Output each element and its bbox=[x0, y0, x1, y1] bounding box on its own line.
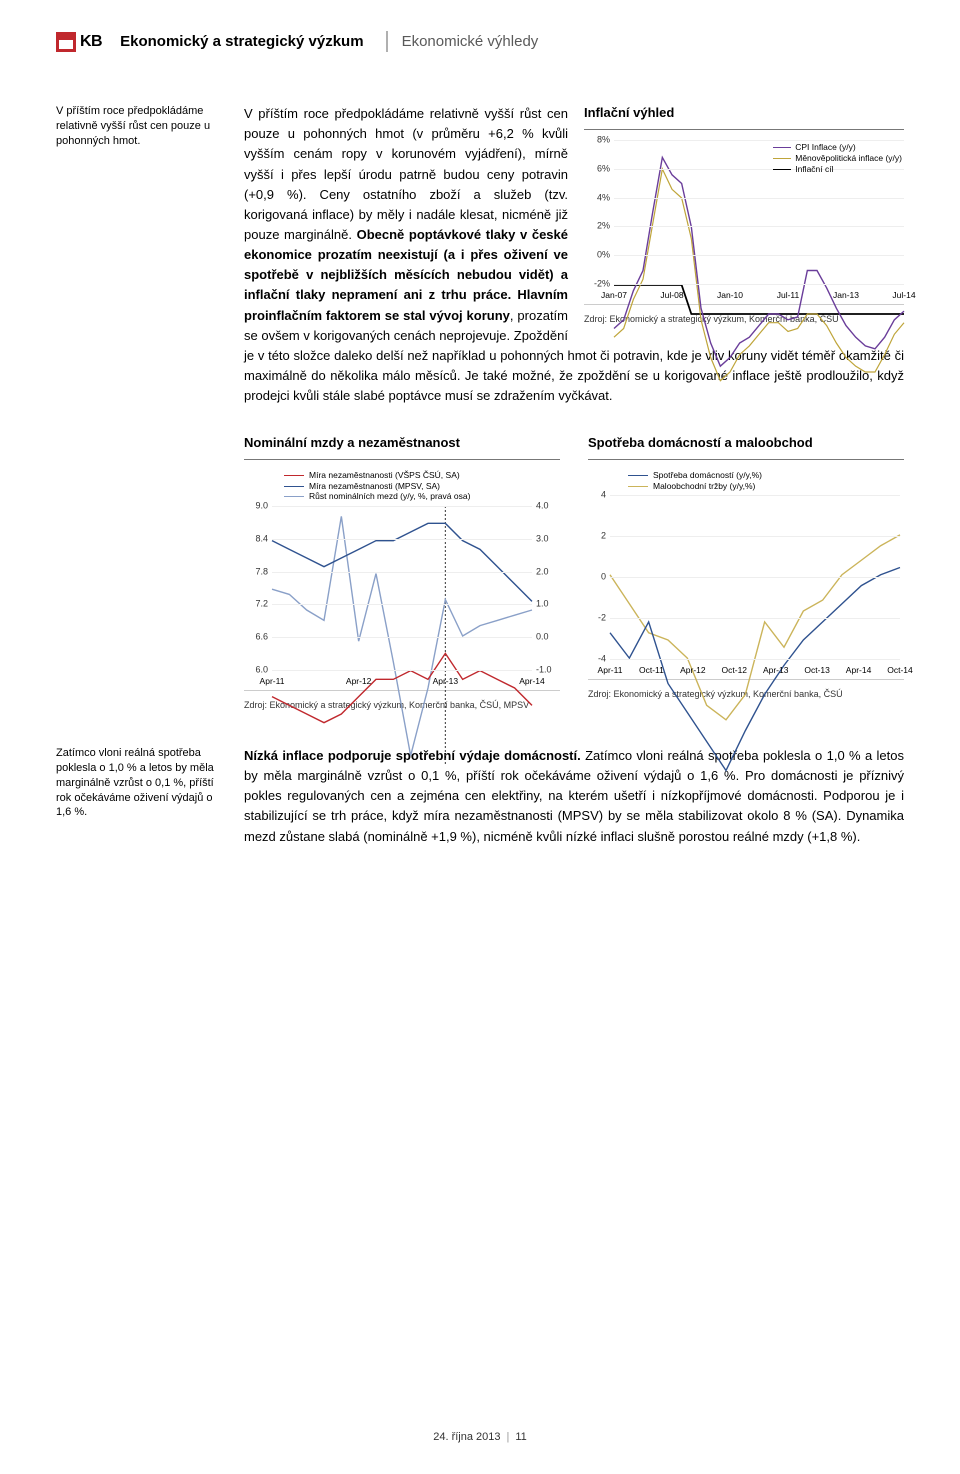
kb-logo-text: KB bbox=[80, 30, 102, 53]
footer-date: 24. října 2013 bbox=[433, 1431, 500, 1443]
chart-inflation-yaxis: -2%0%2%4%6%8% bbox=[584, 140, 614, 284]
header-section-left: Ekonomický a strategický výzkum bbox=[120, 31, 363, 53]
chart-wages-title: Nominální mzdy a nezaměstnanost bbox=[244, 434, 560, 460]
section-1: V příštím roce předpokládáme relativně v… bbox=[56, 104, 904, 712]
chart-wages-plot bbox=[272, 506, 532, 670]
chart-consumption-body: -4-2024 Apr-11Oct-11Apr-12Oct-12Apr-13Oc… bbox=[588, 495, 904, 680]
header-section-right: Ekonomické výhledy bbox=[386, 31, 539, 53]
chart-consumption-title: Spotřeba domácností a maloobchod bbox=[588, 434, 904, 460]
chart-wages-xaxis: Apr-11Apr-12Apr-13Apr-14 bbox=[272, 672, 532, 690]
chart-inflation: Inflační výhled -2%0%2%4%6%8% CPI Inflac… bbox=[584, 104, 904, 326]
chart-consumption-yaxis: -4-2024 bbox=[588, 495, 610, 659]
kb-logo: KB bbox=[56, 30, 102, 53]
chart-wages-legend: Míra nezaměstnanosti (VŠPS ČSÚ, SA)Míra … bbox=[244, 470, 560, 506]
margin-note-1: V příštím roce předpokládáme relativně v… bbox=[56, 104, 226, 149]
chart-consumption-xaxis: Apr-11Oct-11Apr-12Oct-12Apr-13Oct-13Apr-… bbox=[610, 661, 900, 679]
chart-inflation-legend: CPI Inflace (y/y)Měnověpolitická inflace… bbox=[773, 142, 902, 175]
kb-logo-mark bbox=[56, 32, 76, 52]
chart-wages: Nominální mzdy a nezaměstnanost Míra nez… bbox=[244, 434, 560, 712]
chart-wages-yaxis-right: -1.00.01.02.03.04.0 bbox=[532, 506, 560, 670]
main-col-1: Inflační výhled -2%0%2%4%6%8% CPI Inflac… bbox=[244, 104, 904, 712]
footer-page: 11 bbox=[515, 1431, 526, 1443]
chart-inflation-body: -2%0%2%4%6%8% CPI Inflace (y/y)Měnověpol… bbox=[584, 140, 904, 305]
charts-row: Nominální mzdy a nezaměstnanost Míra nez… bbox=[244, 434, 904, 712]
chart-inflation-xaxis: Jan-07Jul-08Jan-10Jul-11Jan-13Jul-14 bbox=[614, 286, 904, 304]
p1-lead: V příštím roce předpokládáme relativně v… bbox=[244, 106, 568, 242]
page: KB Ekonomický a strategický výzkum Ekono… bbox=[0, 0, 960, 1474]
chart-inflation-title: Inflační výhled bbox=[584, 104, 904, 130]
chart-consumption-legend: Spotřeba domácností (y/y,%)Maloobchodní … bbox=[588, 470, 904, 495]
chart-consumption-plot bbox=[610, 495, 900, 659]
footer-sep: | bbox=[501, 1431, 516, 1443]
chart-wages-body: 6.06.67.27.88.49.0 -1.00.01.02.03.04.0 A… bbox=[244, 506, 560, 691]
page-footer: 24. října 2013|11 bbox=[0, 1430, 960, 1446]
page-header: KB Ekonomický a strategický výzkum Ekono… bbox=[56, 30, 904, 64]
margin-note-2: Zatímco vloni reálná spotřeba poklesla o… bbox=[56, 746, 226, 820]
chart-consumption: Spotřeba domácností a maloobchod Spotřeb… bbox=[588, 434, 904, 712]
chart-wages-yaxis-left: 6.06.67.27.88.49.0 bbox=[244, 506, 272, 670]
